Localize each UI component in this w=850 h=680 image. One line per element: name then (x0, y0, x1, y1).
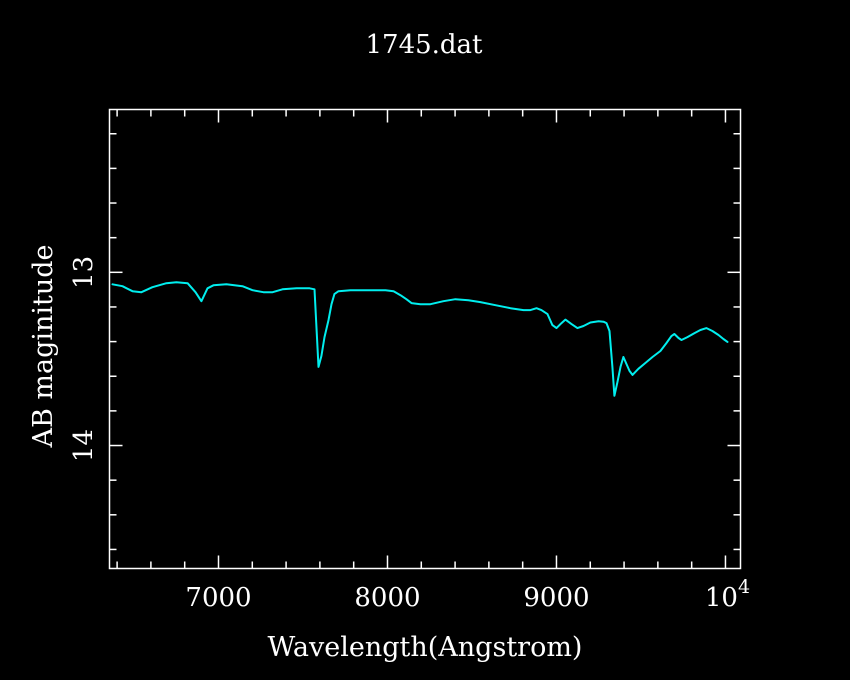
y-axis-label: AB maginitude (28, 244, 59, 448)
x-tick-label: 104 (705, 576, 750, 613)
y-tick-labels: 13 14 (69, 256, 99, 462)
chart-title: 1745.dat (365, 30, 483, 60)
x-tick-label: 8000 (354, 583, 420, 613)
spectrum-line (111, 281, 729, 397)
x-tick-label: 7000 (185, 583, 251, 613)
plot-frame (108, 108, 742, 570)
axis-ticks (109, 109, 741, 569)
x-axis-label: Wavelength(Angstrom) (268, 632, 583, 663)
y-tick-label: 13 (69, 256, 99, 289)
x-tick-labels: 7000 8000 9000 104 (185, 576, 750, 613)
x-tick-label: 9000 (523, 583, 589, 613)
y-tick-label: 14 (69, 429, 99, 462)
